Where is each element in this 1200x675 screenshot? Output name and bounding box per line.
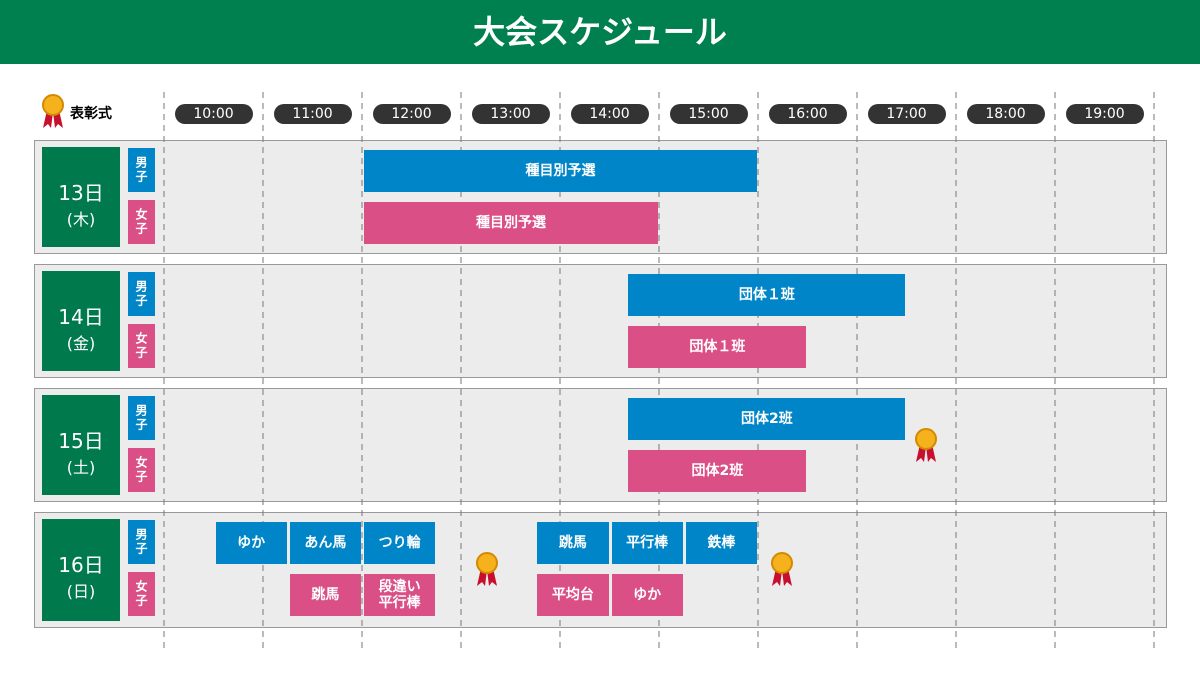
event-label: ゆか (237, 535, 266, 551)
event-bar: 平行棒 (611, 522, 683, 564)
day-weekday: (金) (66, 334, 96, 353)
gender-label: 男子 (128, 272, 155, 316)
event-bar: 鉄棒 (685, 522, 757, 564)
event-bar: あん馬 (289, 522, 361, 564)
award-icon (42, 94, 64, 128)
event-bar: 平均台 (537, 574, 609, 616)
day-weekday: (土) (66, 458, 96, 477)
award-marker (770, 552, 793, 586)
event-bar: 種目別予選 (364, 202, 658, 244)
day-date: 14日 (58, 305, 104, 329)
event-bar: 種目別予選 (364, 150, 757, 192)
event-label: あん馬 (304, 535, 347, 551)
event-label: 跳馬 (558, 535, 587, 551)
day-weekday: (日) (66, 582, 96, 601)
time-label: 14:00 (570, 104, 649, 124)
event-bar: 跳馬 (537, 522, 609, 564)
event-label: 段違い (378, 579, 421, 595)
event-bar: ゆか (215, 522, 287, 564)
event-label: 跳馬 (311, 587, 340, 603)
gender-label: 男子 (128, 396, 155, 440)
event-bar: つり輪 (364, 522, 436, 564)
title: 大会スケジュール (0, 0, 1200, 64)
time-label: 12:00 (372, 104, 451, 124)
event-bar: 段違い 平行棒 (364, 574, 436, 616)
time-label: 15:00 (669, 104, 748, 124)
event-bar: 団体１班 (628, 274, 906, 316)
gender-label: 女子 (128, 324, 155, 368)
day-box: 15日 (土) (42, 395, 120, 495)
award-marker (475, 552, 498, 586)
event-bar: 跳馬 (289, 574, 361, 616)
day-weekday: (木) (66, 210, 96, 229)
event-label: つり輪 (378, 535, 421, 551)
day-date: 15日 (58, 429, 104, 453)
time-label: 13:00 (471, 104, 550, 124)
event-label: ゆか (633, 587, 662, 603)
event-label: 種目別予選 (525, 163, 596, 179)
event-label: 団体2班 (691, 463, 744, 479)
time-label: 18:00 (966, 104, 1045, 124)
event-bar: 団体2班 (628, 450, 807, 492)
event-label: 団体2班 (741, 411, 793, 427)
event-label: 団体１班 (689, 339, 746, 355)
event-bar: 団体１班 (628, 326, 807, 368)
event-bar: ゆか (611, 574, 683, 616)
award-marker (915, 428, 938, 462)
time-label: 17:00 (867, 104, 946, 124)
time-label: 19:00 (1065, 104, 1144, 124)
gender-label: 女子 (128, 572, 155, 616)
time-label: 11:00 (273, 104, 352, 124)
day-panel (34, 388, 1167, 502)
legend-award: 表彰式 (70, 106, 112, 122)
event-bar: 団体2班 (628, 398, 906, 440)
day-panel (34, 264, 1167, 378)
event-label: 鉄棒 (707, 535, 736, 551)
day-box: 14日 (金) (42, 271, 120, 371)
event-label: 種目別予選 (476, 215, 546, 231)
gender-label: 男子 (128, 148, 155, 192)
gender-label: 女子 (128, 448, 155, 492)
time-label: 16:00 (768, 104, 847, 124)
gender-label: 男子 (128, 520, 155, 564)
day-date: 16日 (58, 553, 104, 577)
event-label: 平行棒 (378, 595, 421, 611)
day-box: 16日 (日) (42, 519, 120, 621)
event-label: 平均台 (551, 587, 594, 603)
gender-label: 女子 (128, 200, 155, 244)
day-box: 13日 (木) (42, 147, 120, 247)
event-label: 団体１班 (738, 287, 795, 303)
time-label: 10:00 (174, 104, 253, 124)
event-label: 平行棒 (626, 535, 669, 551)
day-date: 13日 (58, 181, 104, 205)
